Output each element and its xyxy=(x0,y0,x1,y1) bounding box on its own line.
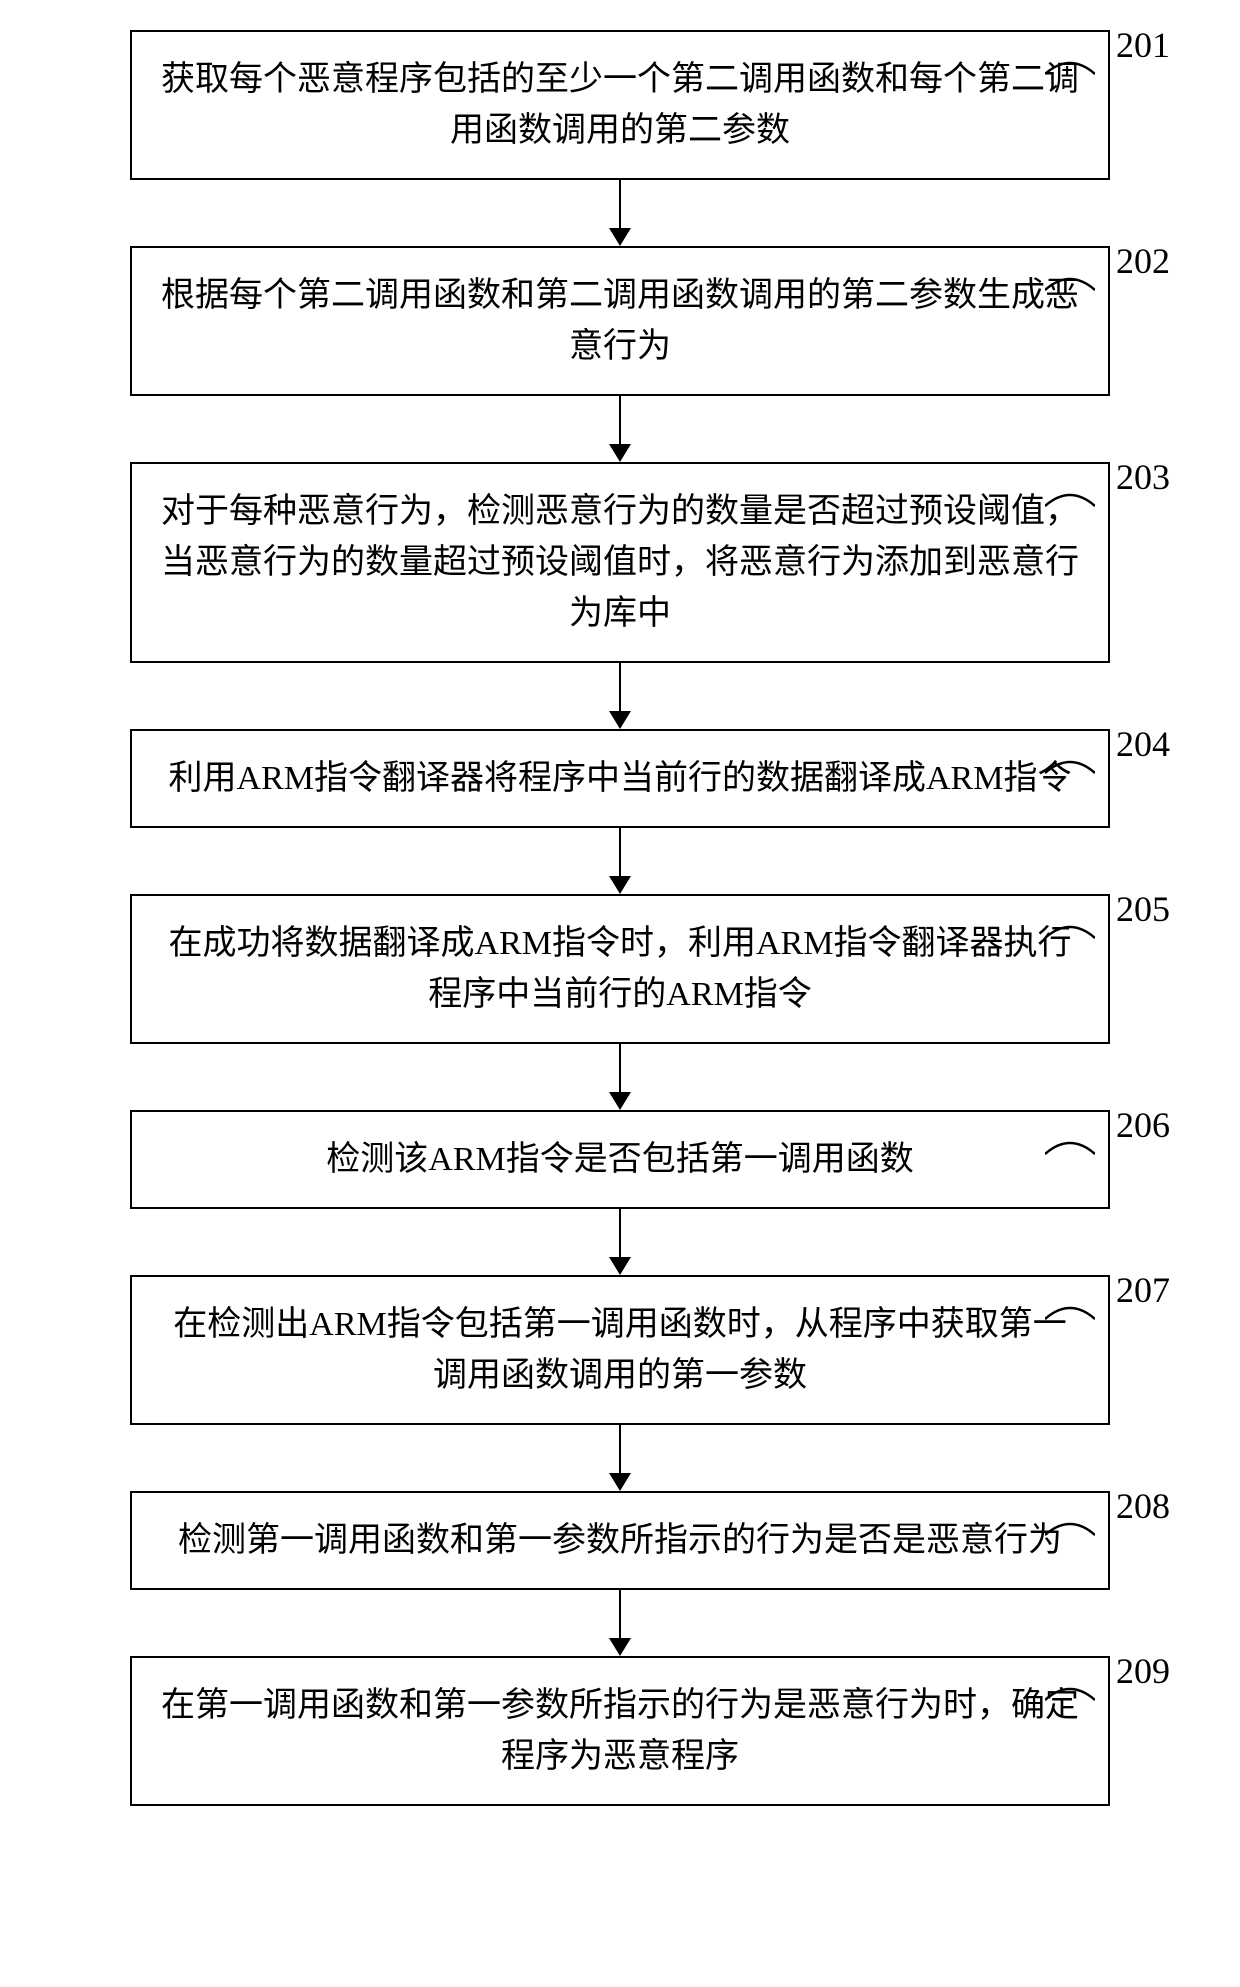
arrow-down-icon xyxy=(609,1590,631,1656)
label-connector-icon xyxy=(1045,274,1095,300)
label-connector-icon xyxy=(1045,490,1095,516)
step-text: 对于每种恶意行为，检测恶意行为的数量是否超过预设阈值，当恶意行为的数量超过预设阈… xyxy=(160,486,1080,639)
flowchart-step: 获取每个恶意程序包括的至少一个第二调用函数和每个第二调用函数调用的第二参数 20… xyxy=(40,30,1200,180)
flowchart-step: 在成功将数据翻译成ARM指令时，利用ARM指令翻译器执行程序中当前行的ARM指令… xyxy=(40,894,1200,1044)
step-box: 获取每个恶意程序包括的至少一个第二调用函数和每个第二调用函数调用的第二参数 xyxy=(130,30,1110,180)
step-box: 对于每种恶意行为，检测恶意行为的数量是否超过预设阈值，当恶意行为的数量超过预设阈… xyxy=(130,462,1110,663)
step-label: 206 xyxy=(1116,1104,1170,1146)
label-connector-icon xyxy=(1045,58,1095,84)
step-text: 检测第一调用函数和第一参数所指示的行为是否是恶意行为 xyxy=(178,1515,1062,1566)
flowchart-step: 检测第一调用函数和第一参数所指示的行为是否是恶意行为 208 xyxy=(40,1491,1200,1590)
arrow-down-icon xyxy=(609,663,631,729)
step-text: 根据每个第二调用函数和第二调用函数调用的第二参数生成恶意行为 xyxy=(160,270,1080,372)
step-text: 利用ARM指令翻译器将程序中当前行的数据翻译成ARM指令 xyxy=(169,753,1072,804)
step-box: 检测第一调用函数和第一参数所指示的行为是否是恶意行为 xyxy=(130,1491,1110,1590)
arrow-down-icon xyxy=(609,828,631,894)
step-label: 202 xyxy=(1116,240,1170,282)
step-label: 204 xyxy=(1116,723,1170,765)
flowchart-container: 获取每个恶意程序包括的至少一个第二调用函数和每个第二调用函数调用的第二参数 20… xyxy=(40,30,1200,1806)
label-connector-icon xyxy=(1045,1303,1095,1329)
flowchart-step: 在第一调用函数和第一参数所指示的行为是恶意行为时，确定程序为恶意程序 209 xyxy=(40,1656,1200,1806)
step-label: 205 xyxy=(1116,888,1170,930)
step-box: 利用ARM指令翻译器将程序中当前行的数据翻译成ARM指令 xyxy=(130,729,1110,828)
step-box: 在检测出ARM指令包括第一调用函数时，从程序中获取第一调用函数调用的第一参数 xyxy=(130,1275,1110,1425)
step-label: 209 xyxy=(1116,1650,1170,1692)
arrow-down-icon xyxy=(609,396,631,462)
flowchart-step: 检测该ARM指令是否包括第一调用函数 206 xyxy=(40,1110,1200,1209)
flowchart-step: 根据每个第二调用函数和第二调用函数调用的第二参数生成恶意行为 202 xyxy=(40,246,1200,396)
label-connector-icon xyxy=(1045,757,1095,783)
flowchart-step: 利用ARM指令翻译器将程序中当前行的数据翻译成ARM指令 204 xyxy=(40,729,1200,828)
step-label: 203 xyxy=(1116,456,1170,498)
arrow-down-icon xyxy=(609,180,631,246)
label-connector-icon xyxy=(1045,1684,1095,1710)
step-box: 在成功将数据翻译成ARM指令时，利用ARM指令翻译器执行程序中当前行的ARM指令 xyxy=(130,894,1110,1044)
label-connector-icon xyxy=(1045,1519,1095,1545)
step-box: 在第一调用函数和第一参数所指示的行为是恶意行为时，确定程序为恶意程序 xyxy=(130,1656,1110,1806)
arrow-down-icon xyxy=(609,1044,631,1110)
step-text: 在检测出ARM指令包括第一调用函数时，从程序中获取第一调用函数调用的第一参数 xyxy=(160,1299,1080,1401)
step-text: 检测该ARM指令是否包括第一调用函数 xyxy=(326,1134,913,1185)
flowchart-step: 在检测出ARM指令包括第一调用函数时，从程序中获取第一调用函数调用的第一参数 2… xyxy=(40,1275,1200,1425)
step-text: 获取每个恶意程序包括的至少一个第二调用函数和每个第二调用函数调用的第二参数 xyxy=(160,54,1080,156)
arrow-down-icon xyxy=(609,1425,631,1491)
step-text: 在成功将数据翻译成ARM指令时，利用ARM指令翻译器执行程序中当前行的ARM指令 xyxy=(160,918,1080,1020)
step-label: 208 xyxy=(1116,1485,1170,1527)
label-connector-icon xyxy=(1045,1138,1095,1164)
arrow-down-icon xyxy=(609,1209,631,1275)
flowchart-step: 对于每种恶意行为，检测恶意行为的数量是否超过预设阈值，当恶意行为的数量超过预设阈… xyxy=(40,462,1200,663)
step-label: 201 xyxy=(1116,24,1170,66)
step-box: 根据每个第二调用函数和第二调用函数调用的第二参数生成恶意行为 xyxy=(130,246,1110,396)
step-text: 在第一调用函数和第一参数所指示的行为是恶意行为时，确定程序为恶意程序 xyxy=(160,1680,1080,1782)
label-connector-icon xyxy=(1045,922,1095,948)
step-box: 检测该ARM指令是否包括第一调用函数 xyxy=(130,1110,1110,1209)
step-label: 207 xyxy=(1116,1269,1170,1311)
